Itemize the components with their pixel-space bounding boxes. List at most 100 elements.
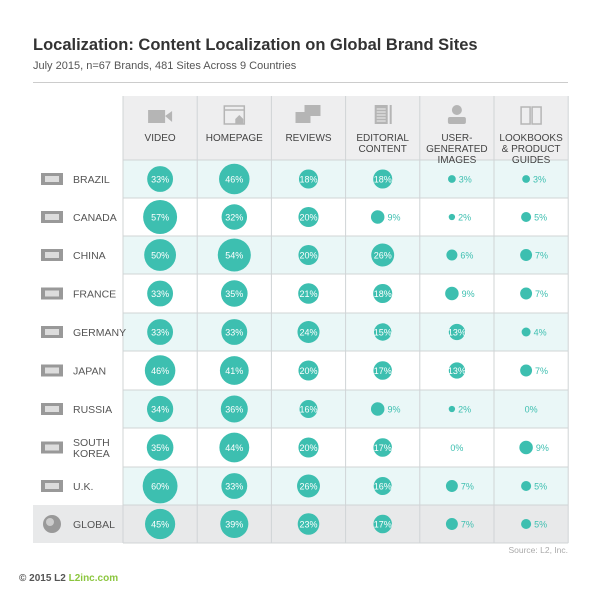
uk-flag-icon (41, 480, 63, 492)
column-header-label: CONTENT (359, 144, 407, 155)
data-bubble (147, 166, 174, 192)
flag-detail (45, 176, 59, 182)
data-bubble (219, 432, 250, 463)
row-label: U.K. (73, 481, 93, 493)
data-bubble (520, 364, 533, 377)
data-bubble (142, 468, 178, 504)
data-bubble (522, 175, 530, 183)
data-bubble (297, 320, 320, 344)
data-label: 7% (461, 482, 474, 492)
flag-detail (45, 367, 59, 374)
book-icon (520, 106, 542, 125)
china-flag-icon (41, 249, 63, 261)
data-label: 44% (225, 443, 243, 453)
flag-detail (45, 252, 59, 258)
chart-title: Localization: Content Localization on Gl… (33, 36, 478, 54)
data-label: 23% (299, 520, 317, 530)
data-label: 35% (225, 289, 243, 299)
row-label: GLOBAL (73, 519, 115, 531)
data-label: 46% (225, 175, 243, 185)
data-bubble (144, 355, 176, 386)
data-bubble (217, 238, 251, 272)
data-bubble (298, 206, 319, 228)
data-bubble (373, 438, 392, 457)
document-icon (374, 105, 392, 124)
data-label: 18% (374, 175, 392, 185)
data-label: 9% (536, 443, 549, 453)
data-bubble (448, 405, 456, 413)
data-label: 18% (299, 175, 317, 185)
copyright: © 2015 L2 (19, 573, 66, 584)
row-label: CANADA (73, 212, 117, 224)
data-label: 20% (299, 443, 317, 453)
column-header-label: REVIEWS (285, 133, 331, 144)
row-label: BRAZIL (73, 174, 110, 186)
data-label: 6% (460, 251, 473, 261)
data-bubble (445, 286, 459, 301)
data-label: 60% (151, 482, 169, 492)
data-bubble (146, 395, 174, 423)
data-label: 24% (299, 328, 317, 338)
data-label: 16% (374, 482, 392, 492)
data-label: 17% (374, 520, 392, 530)
row-label: KOREA (73, 448, 110, 460)
data-label: 21% (299, 289, 317, 299)
column-header-label: GENERATED (426, 144, 488, 155)
row-label: CHINA (73, 250, 106, 262)
germany-flag-icon (41, 326, 63, 338)
data-label: 16% (299, 405, 317, 415)
data-bubble (445, 480, 458, 492)
chart-subtitle: July 2015, n=67 Brands, 481 Sites Across… (33, 60, 297, 72)
window (223, 105, 246, 125)
data-label: 39% (225, 520, 243, 530)
data-bubble (371, 243, 395, 267)
column-header-label: & PRODUCT (502, 144, 561, 155)
book-pages (520, 106, 542, 125)
data-bubble (373, 477, 392, 495)
data-label: 3% (459, 175, 472, 185)
site-link[interactable]: L2inc.com (68, 573, 119, 584)
data-label: 0% (450, 443, 463, 453)
south-korea-flag-icon (41, 441, 63, 454)
data-label: 33% (225, 482, 243, 492)
data-label: 18% (374, 289, 392, 299)
data-bubble (448, 323, 466, 341)
data-label: 45% (151, 520, 169, 530)
globe-icon (43, 515, 61, 533)
data-bubble (221, 319, 248, 345)
data-bubble (521, 518, 532, 530)
canada-flag-icon (41, 211, 63, 223)
data-label: 33% (225, 328, 243, 338)
data-label: 50% (151, 251, 169, 261)
data-label: 20% (299, 213, 317, 223)
data-label: 54% (225, 251, 243, 261)
data-bubble (221, 204, 248, 230)
data-label: 7% (461, 520, 474, 530)
data-bubble (373, 514, 392, 534)
data-label: 15% (374, 328, 392, 338)
divider (33, 82, 568, 83)
data-label: 35% (151, 443, 169, 453)
footer: © 2015 L2 L2inc.com (19, 573, 118, 584)
data-bubble (143, 200, 178, 234)
data-label: 13% (448, 328, 466, 338)
data-bubble (220, 395, 248, 423)
data-bubble (445, 518, 458, 530)
spine (389, 105, 392, 124)
japan-flag-icon (41, 364, 63, 377)
data-label: 17% (374, 443, 392, 453)
data-label: 5% (534, 213, 547, 223)
data-label: 7% (535, 289, 548, 299)
data-bubble (446, 249, 458, 261)
speech-bubbles-icon (295, 105, 321, 123)
column-header-label: LOOKBOOKS (499, 133, 563, 144)
column-header-label: IMAGES (437, 155, 476, 166)
data-bubble (146, 434, 174, 461)
flag-detail (45, 290, 59, 297)
row-label: RUSSIA (73, 404, 112, 416)
data-bubble (298, 244, 319, 266)
data-bubble (145, 508, 176, 540)
flag-detail (45, 483, 59, 489)
